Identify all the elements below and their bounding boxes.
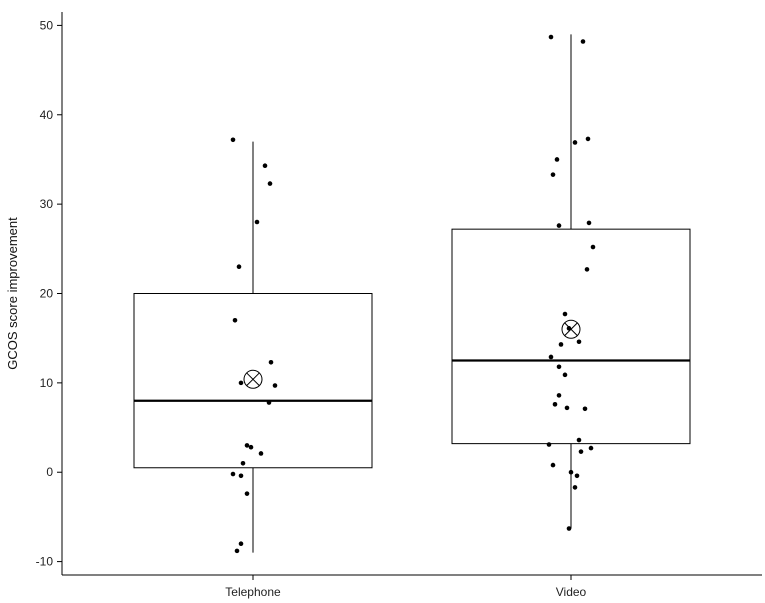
data-point xyxy=(588,445,594,451)
x-axis: Telephone Video xyxy=(62,574,762,599)
data-point xyxy=(254,219,260,225)
mean-marker-cross xyxy=(564,322,578,337)
y-tick-label: 50 xyxy=(40,18,54,32)
y-tick-label: -10 xyxy=(36,555,54,569)
x-tick-label: Video xyxy=(556,585,587,599)
mean-marker xyxy=(561,319,581,339)
data-point xyxy=(568,469,574,475)
data-point xyxy=(258,451,264,456)
data-point xyxy=(230,137,236,143)
data-point xyxy=(564,405,570,411)
data-point xyxy=(268,360,274,365)
data-point xyxy=(550,462,556,468)
data-point xyxy=(548,354,554,360)
data-point xyxy=(590,244,596,250)
data-point xyxy=(566,526,572,531)
data-point xyxy=(584,267,590,272)
data-point xyxy=(272,383,278,388)
data-point xyxy=(554,157,560,162)
data-point xyxy=(578,449,584,454)
data-point xyxy=(238,541,244,547)
data-point xyxy=(562,311,568,317)
data-point xyxy=(244,491,250,496)
data-point xyxy=(266,400,272,405)
data-point xyxy=(556,393,562,398)
data-point xyxy=(572,485,578,490)
mean-marker-cross xyxy=(246,372,260,387)
data-point xyxy=(580,39,586,44)
data-point xyxy=(556,364,562,370)
data-point xyxy=(232,318,238,323)
data-point xyxy=(262,163,268,169)
data-point xyxy=(572,140,578,145)
data-point xyxy=(574,473,580,479)
data-point xyxy=(240,460,246,466)
y-tick-label: 0 xyxy=(46,465,53,479)
mean-marker-circle xyxy=(243,369,263,389)
data-point xyxy=(550,172,556,177)
data-point xyxy=(562,372,568,378)
data-point xyxy=(576,339,582,345)
plot-area xyxy=(133,34,691,554)
data-point xyxy=(248,444,254,450)
data-point xyxy=(582,406,588,412)
data-point xyxy=(238,380,244,386)
iqr-box xyxy=(451,228,691,445)
data-point xyxy=(585,136,591,142)
mean-marker-circle xyxy=(561,319,581,339)
data-point xyxy=(586,220,592,226)
data-point xyxy=(238,473,244,479)
y-axis-title: GCOS score improvement xyxy=(5,217,20,370)
y-tick-label: 30 xyxy=(40,197,54,211)
data-point xyxy=(267,181,273,186)
x-tick-label: Telephone xyxy=(225,585,281,599)
data-point xyxy=(556,223,562,228)
data-point xyxy=(548,34,554,40)
box-group-telephone xyxy=(133,137,373,554)
y-tick-label: 20 xyxy=(40,287,54,301)
mean-marker xyxy=(243,369,263,389)
y-axis: -10 0 10 20 30 40 50 xyxy=(36,12,63,575)
data-point xyxy=(558,342,564,347)
data-point xyxy=(236,264,242,269)
iqr-box xyxy=(133,293,373,469)
data-point xyxy=(234,548,240,554)
data-point xyxy=(552,402,558,407)
y-tick-label: 10 xyxy=(40,376,54,390)
data-point xyxy=(576,437,582,443)
box-group-video xyxy=(451,34,691,531)
data-point xyxy=(230,471,236,477)
data-point xyxy=(546,442,552,447)
y-tick-label: 40 xyxy=(40,108,54,122)
data-point xyxy=(244,443,250,448)
